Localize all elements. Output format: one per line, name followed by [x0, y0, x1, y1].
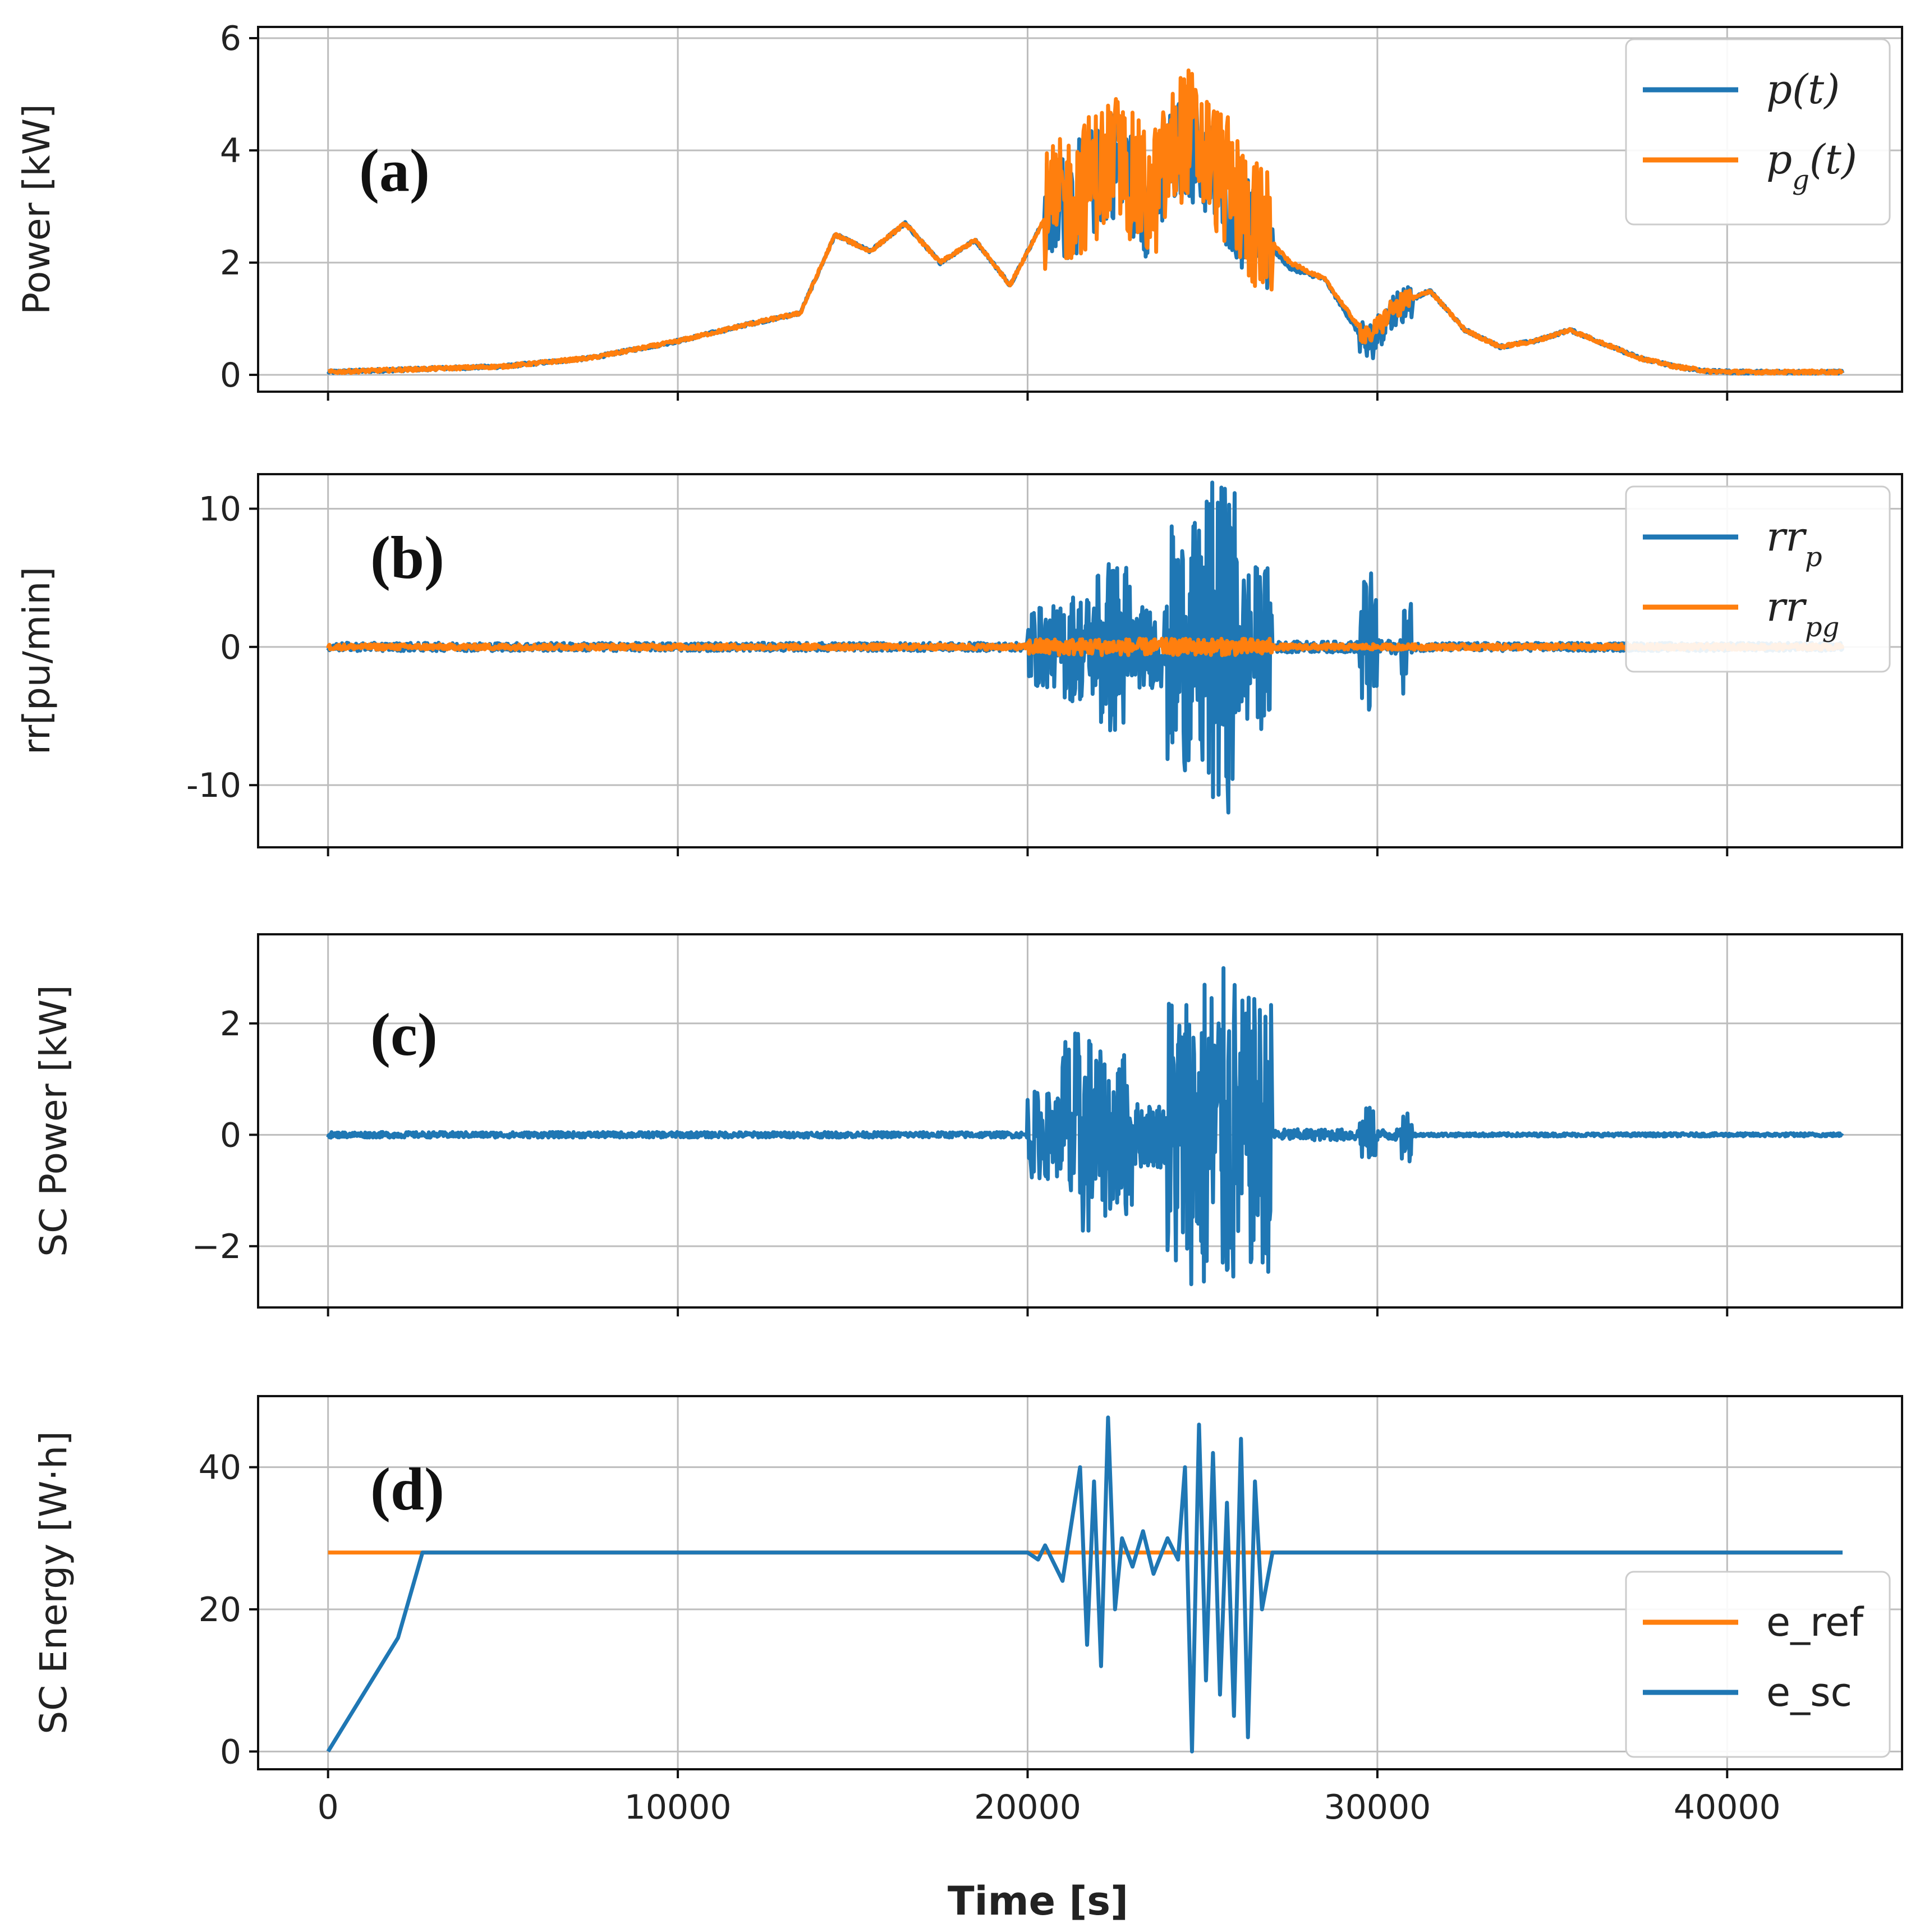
legend-entry-label: p(t): [1766, 66, 1840, 113]
y-tick-label: 0: [220, 1116, 241, 1155]
x-tick-label: 0: [318, 1788, 339, 1827]
y-tick-label: 10: [199, 490, 241, 529]
legend-box: [1625, 1571, 1891, 1758]
panel-label: (a): [359, 137, 430, 204]
y-tick-label: 0: [220, 356, 241, 395]
axes-frame: [257, 1395, 1903, 1770]
legend-entry-label: e_ref: [1766, 1599, 1864, 1645]
y-tick-label: 2: [220, 1004, 241, 1044]
series-line-e-sc: [326, 1415, 1843, 1754]
panel-label: (d): [370, 1456, 444, 1523]
panel-label: (c): [370, 1002, 438, 1068]
y-tick-label: 40: [199, 1448, 241, 1488]
x-tick-label: 40000: [1674, 1788, 1781, 1827]
y-axis-label: SC Energy [W·h]: [32, 1431, 75, 1734]
legend: p(t)pg(t): [1625, 38, 1891, 226]
axes-frame: [257, 26, 1903, 393]
x-tick-label: 20000: [974, 1788, 1081, 1827]
chart-panel-c: −2 0 2 SC Power [kW] (c): [32, 933, 1903, 1316]
y-axis-label: SC Power [kW]: [32, 985, 75, 1256]
x-tick-label: 10000: [624, 1788, 732, 1827]
legend: e_ref e_sc: [1625, 1571, 1891, 1758]
x-axis-label: Time [s]: [948, 1878, 1128, 1924]
y-tick-label: 6: [220, 19, 241, 58]
y-tick-label: 0: [220, 628, 241, 667]
legend-box: [1625, 485, 1891, 673]
panel-label: (b): [370, 525, 444, 591]
y-tick-label: −2: [192, 1227, 241, 1266]
legend-box: [1625, 38, 1891, 226]
y-tick-label: -10: [186, 766, 241, 805]
axes-frame: [257, 933, 1903, 1309]
y-tick-label: 0: [220, 1732, 241, 1772]
chart-panel-a: 0 2 4 6 Power [kW] (a) p(t)pg(t): [15, 19, 1903, 401]
y-tick-label: 4: [220, 131, 241, 171]
legend-entry-label: e_sc: [1766, 1669, 1852, 1715]
series-line-sc-power: [326, 966, 1844, 1287]
y-tick-label: 20: [199, 1590, 241, 1630]
y-tick-label: 2: [220, 244, 241, 283]
y-axis-label: rr[pu/min]: [15, 567, 58, 755]
series-line-p-g-t-: [327, 68, 1844, 376]
y-axis-label: Power [kW]: [15, 104, 58, 315]
chart-panel-d: 0 20 40 0 10000 20000 30000 40000 SC Energy [W·h…: [32, 1395, 1903, 1827]
axes-frame: [257, 473, 1903, 848]
series-line-rr-pg: [326, 636, 1845, 658]
x-tick-label: 30000: [1324, 1788, 1431, 1827]
